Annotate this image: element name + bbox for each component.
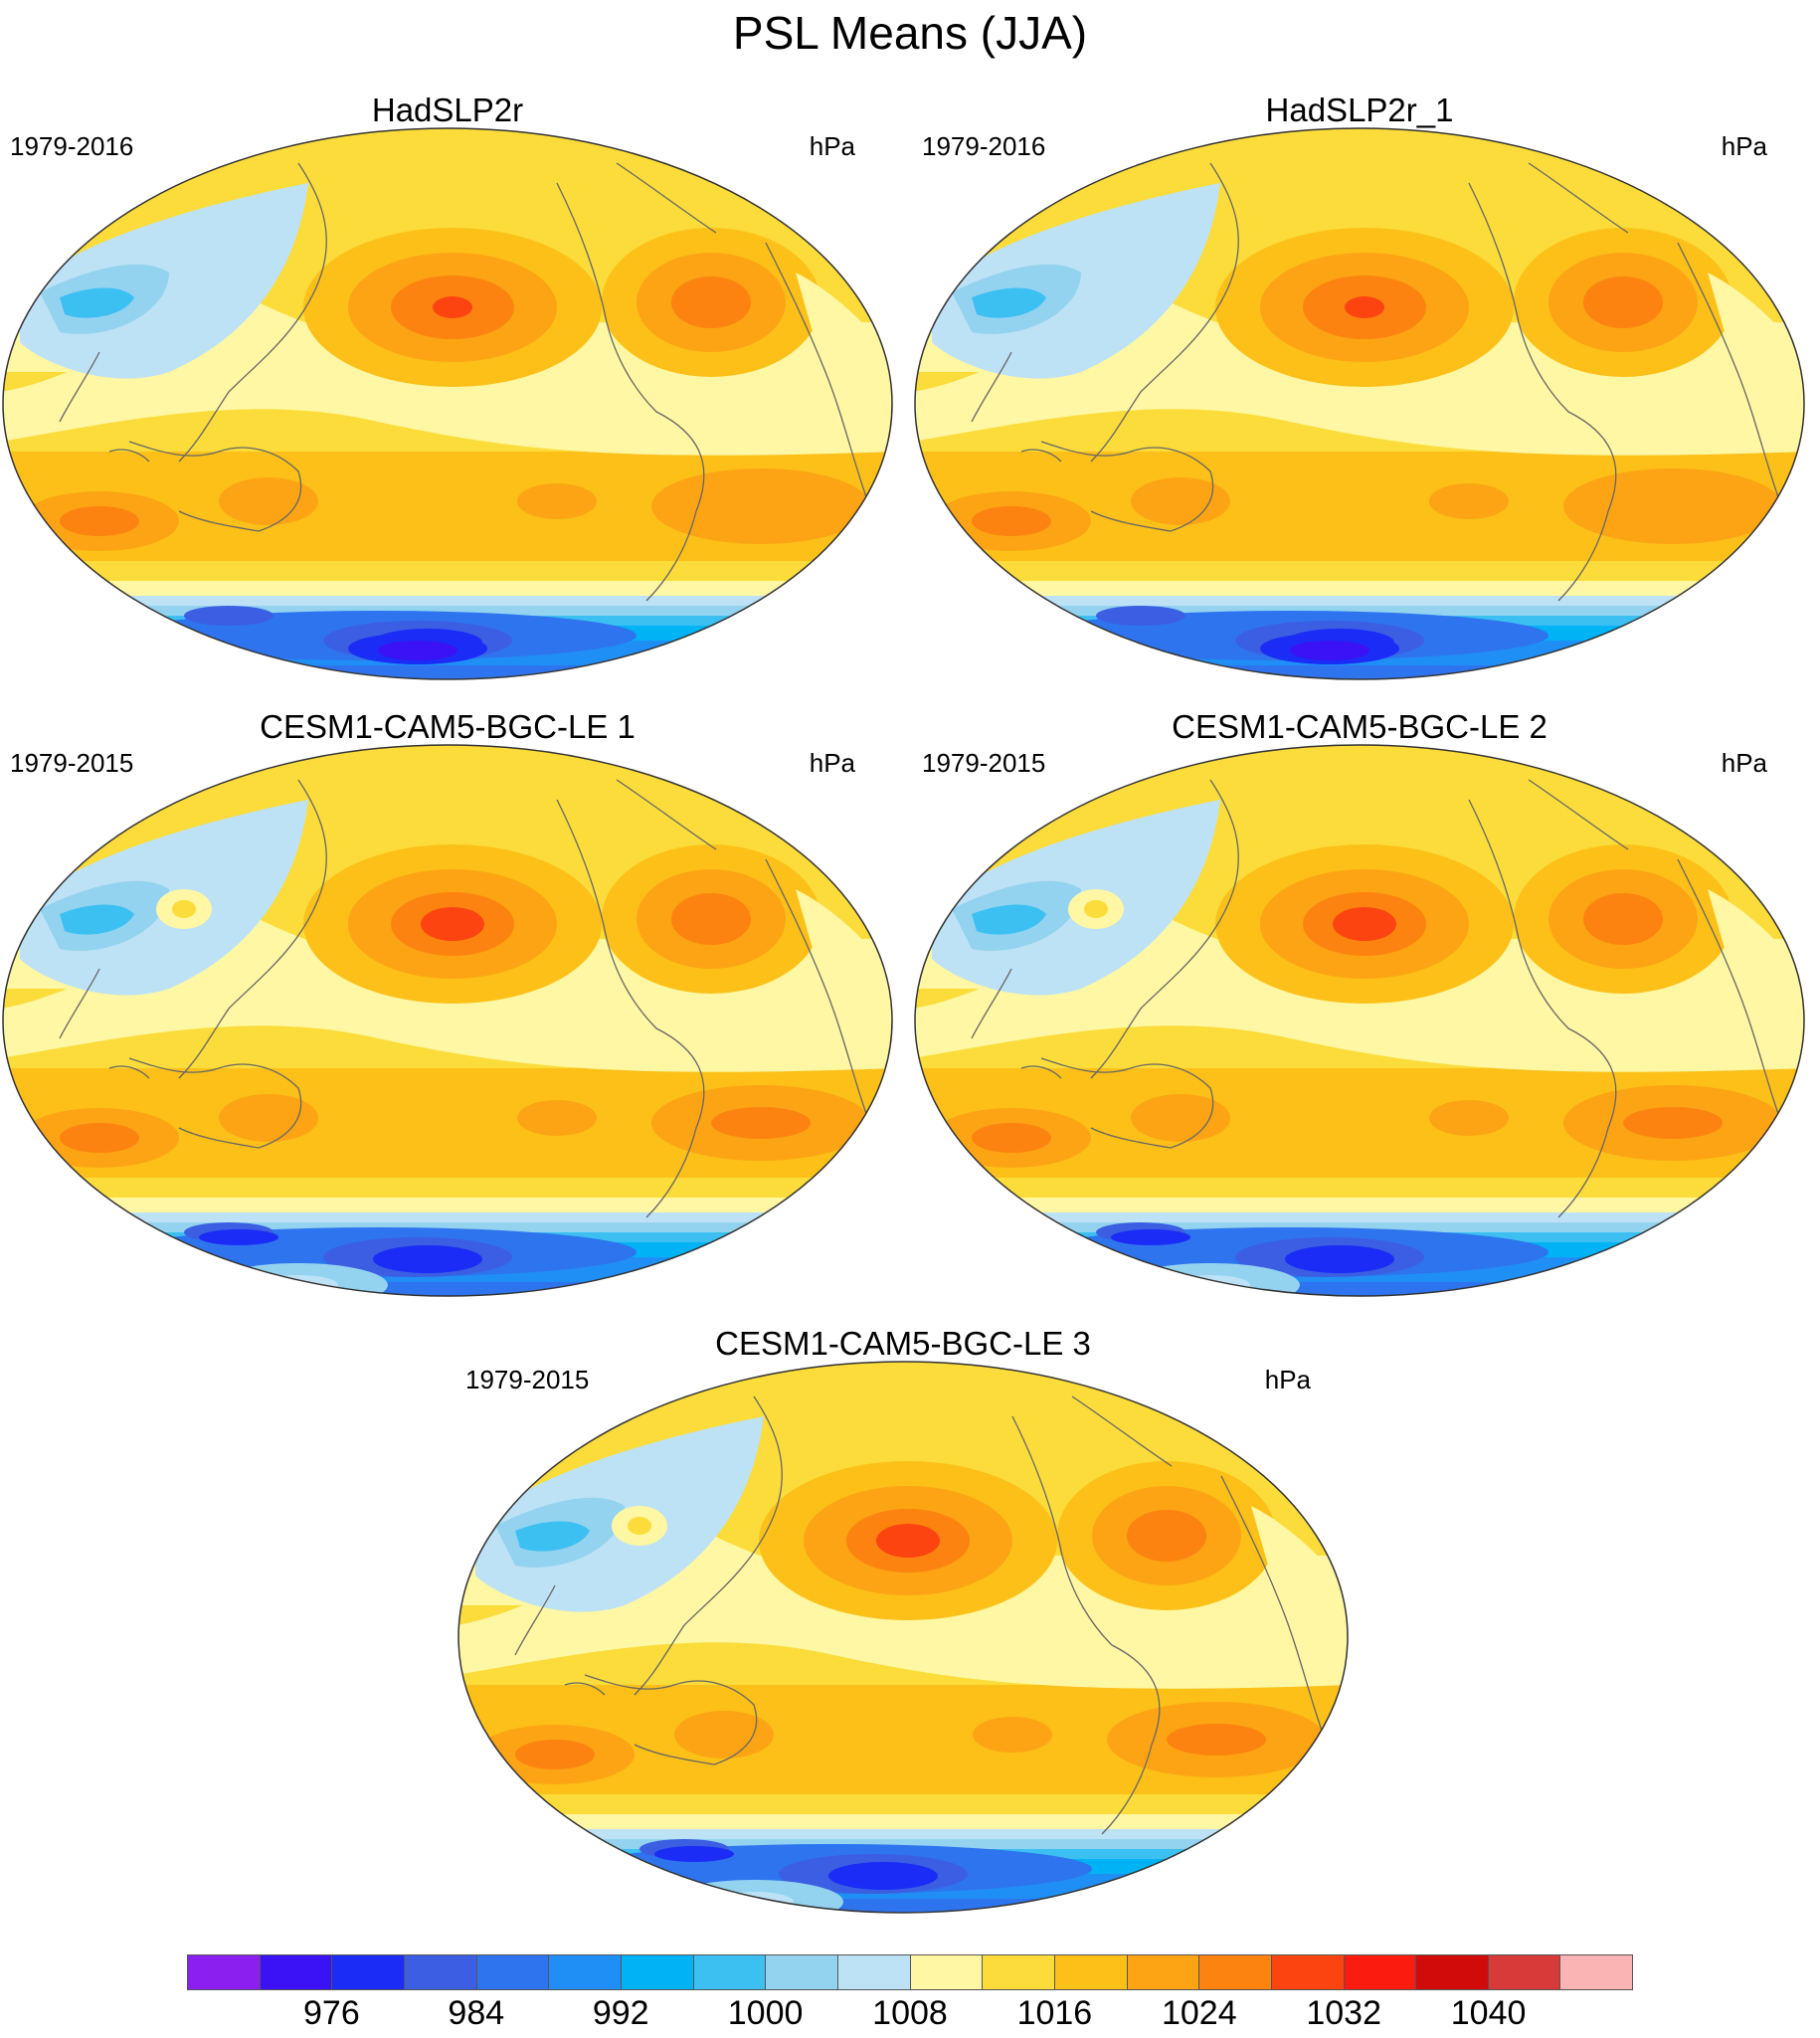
legend-tick: 1008: [872, 1994, 948, 2032]
legend-tick: 1040: [1450, 1994, 1527, 2032]
panel-period: 1979-2015: [922, 748, 1046, 778]
legend-swatch: [1054, 1955, 1128, 1989]
map-panel-hadslp2r: HadSLP2r 1979-2016 hPa: [0, 92, 895, 688]
legend-tick: 992: [592, 1994, 649, 2032]
panel-title: CESM1-CAM5-BGC-LE 1: [260, 708, 636, 745]
map-plot: [914, 744, 1805, 1297]
legend-tick: 984: [448, 1994, 505, 2032]
coastline: [514, 1395, 1332, 1835]
pressure-field: [3, 745, 892, 1296]
map-plot: [2, 127, 893, 680]
map-outline: [2, 744, 893, 1297]
panel-period: 1979-2015: [10, 748, 134, 778]
pressure-field: [915, 745, 1804, 1296]
coastline: [971, 779, 1788, 1218]
panel-period: 1979-2016: [922, 131, 1046, 161]
panel-units: hPa: [809, 748, 855, 778]
legend-swatch: [188, 1955, 261, 1989]
map-outline: [914, 127, 1805, 680]
pressure-field: [458, 1362, 1348, 1913]
panel-title: HadSLP2r: [371, 92, 524, 128]
legend-tick: 1032: [1306, 1994, 1382, 2032]
map-panel-cesm-2: CESM1-CAM5-BGC-LE 2 1979-2015 hPa: [912, 708, 1807, 1305]
map-panel-hadslp2r-1: HadSLP2r_1 1979-2016 hPa: [912, 92, 1807, 688]
legend-swatch: [260, 1955, 333, 1989]
panel-title: CESM1-CAM5-BGC-LE 3: [715, 1325, 1091, 1362]
map-plot: [914, 127, 1805, 680]
map-outline: [457, 1361, 1349, 1914]
legend-tick: 1016: [1016, 1994, 1093, 2032]
panel-units: hPa: [1721, 748, 1767, 778]
panel-title: HadSLP2r_1: [1265, 92, 1454, 128]
pressure-field: [915, 128, 1804, 679]
legend-swatch: [766, 1955, 838, 1989]
figure-title: PSL Means (JJA): [732, 7, 1088, 59]
legend-swatch: [910, 1955, 984, 1989]
legend-swatch: [1344, 1955, 1417, 1989]
legend-swatch: [1488, 1955, 1561, 1989]
map-panel-cesm-1: CESM1-CAM5-BGC-LE 1 1979-2015 hPa: [0, 708, 895, 1305]
map-plot: [457, 1361, 1349, 1914]
legend-swatch: [1271, 1955, 1345, 1989]
legend-swatch: [621, 1955, 694, 1989]
legend-swatch: [1416, 1955, 1489, 1989]
legend-swatch: [476, 1955, 550, 1989]
panel-period: 1979-2016: [10, 131, 134, 161]
legend-swatch: [837, 1955, 911, 1989]
panel-units: hPa: [1264, 1365, 1311, 1394]
legend-swatch: [404, 1955, 477, 1989]
legend-tick: 976: [303, 1994, 360, 2032]
map-outline: [914, 744, 1805, 1297]
panel-units: hPa: [809, 131, 855, 161]
legend-tick: 1024: [1161, 1994, 1237, 2032]
legend-swatch: [1127, 1955, 1200, 1989]
legend-swatch: [693, 1955, 767, 1989]
legend-swatch: [549, 1955, 622, 1989]
color-legend: 976 984 992 1000 1008 1016 1024 1032 1040: [187, 1954, 1633, 2034]
legend-swatch: [1560, 1955, 1633, 1989]
legend-bar: [187, 1954, 1633, 1990]
panel-title: CESM1-CAM5-BGC-LE 2: [1172, 708, 1547, 745]
legend-swatch: [983, 1955, 1055, 1989]
map-panel-cesm-3: CESM1-CAM5-BGC-LE 3 1979-2015 hPa: [455, 1325, 1351, 1922]
panel-period: 1979-2015: [465, 1365, 590, 1394]
pressure-field: [3, 128, 892, 679]
legend-swatch: [1199, 1955, 1272, 1989]
panel-units: hPa: [1721, 131, 1767, 161]
coastline: [971, 162, 1788, 602]
coastline: [59, 162, 876, 602]
map-plot: [2, 744, 893, 1297]
legend-swatch: [332, 1955, 405, 1989]
legend-tick: 1000: [727, 1994, 804, 2032]
map-outline: [2, 127, 893, 680]
coastline: [59, 779, 876, 1218]
